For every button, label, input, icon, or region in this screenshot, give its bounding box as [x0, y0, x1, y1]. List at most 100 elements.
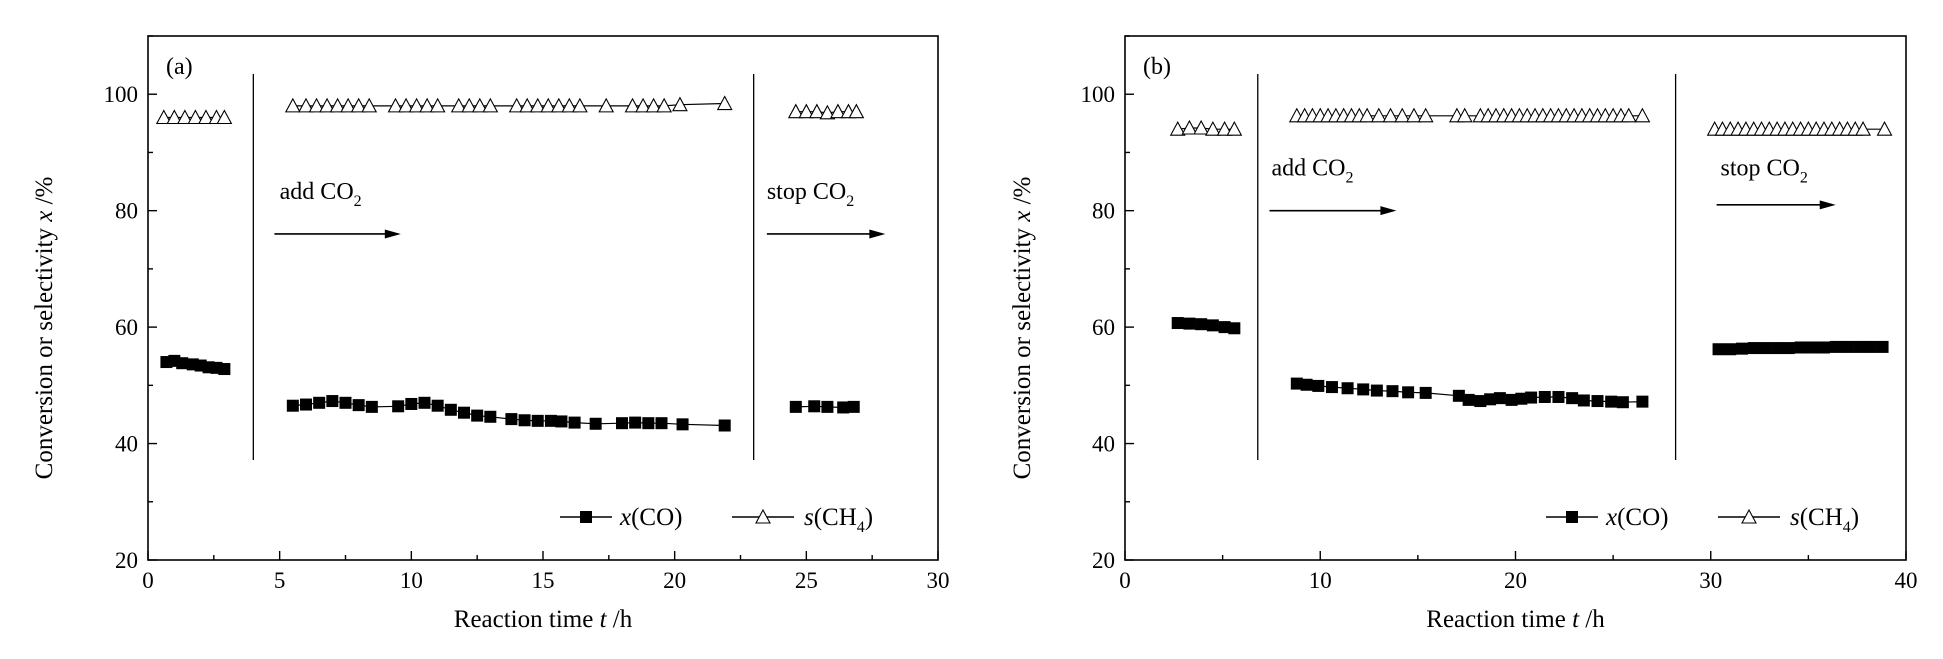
data-point-triangle: [1204, 120, 1221, 136]
data-point-square: [418, 396, 431, 409]
data-point-square: [1474, 395, 1487, 408]
data-point-triangle: [329, 97, 346, 113]
y-tick-label: 20: [1092, 548, 1115, 573]
data-point-square: [1452, 389, 1465, 402]
data-point-square: [1386, 385, 1399, 398]
data-point-square: [629, 416, 642, 429]
data-point-square: [1370, 384, 1383, 397]
x-tick-label: 15: [532, 568, 555, 593]
data-point-triangle: [848, 103, 865, 119]
data-point-triangle: [672, 96, 688, 112]
data-point-triangle: [1406, 107, 1422, 123]
data-point-square: [1605, 395, 1618, 408]
data-point-square: [339, 396, 352, 409]
panel-label: (a): [166, 54, 193, 80]
data-point-square: [1853, 340, 1866, 353]
x-tick-label: 30: [1699, 568, 1722, 593]
data-point-triangle: [519, 97, 536, 113]
data-point-square: [518, 414, 531, 427]
data-point-triangle: [350, 97, 367, 113]
data-point-triangle: [819, 104, 836, 120]
y-tick-label: 40: [1092, 432, 1115, 457]
legend-square-marker: [580, 511, 592, 523]
data-point-triangle: [1394, 107, 1411, 123]
data-point-triangle: [1382, 107, 1399, 123]
data-point-square: [1591, 395, 1604, 408]
data-point-triangle: [308, 97, 325, 113]
data-point-square: [589, 417, 602, 430]
data-point-triangle: [624, 97, 641, 113]
data-point-triangle: [461, 97, 478, 113]
x-tick-label: 40: [1895, 568, 1918, 593]
data-point-square: [1829, 340, 1842, 353]
data-point-square: [1218, 321, 1231, 334]
data-point-triangle: [645, 97, 662, 113]
data-point-triangle: [1359, 107, 1376, 123]
x-tick-label: 5: [274, 568, 286, 593]
data-point-square: [1771, 342, 1784, 355]
legend-square-marker: [1566, 511, 1578, 523]
data-point-triangle: [798, 103, 815, 119]
data-point-square: [655, 417, 668, 430]
data-point-square: [1402, 386, 1415, 399]
data-point-square: [1206, 319, 1219, 332]
data-point-square: [718, 419, 731, 432]
data-point-square: [1566, 392, 1579, 405]
data-point-triangle: [1226, 120, 1243, 136]
annotation-label: stop CO2: [767, 179, 854, 210]
y-tick-label: 100: [1081, 82, 1116, 107]
data-point-square: [392, 400, 405, 413]
data-point-triangle: [450, 97, 467, 113]
data-point-square: [1552, 390, 1565, 403]
data-point-square: [1636, 395, 1649, 408]
data-point-square: [326, 395, 339, 408]
data-point-square: [300, 398, 312, 411]
data-point-triangle: [216, 109, 233, 125]
data-point-triangle: [429, 97, 446, 113]
data-point-square: [847, 400, 860, 413]
data-point-triangle: [361, 97, 378, 113]
y-tick-label: 80: [115, 199, 138, 224]
data-point-square: [1419, 386, 1432, 399]
data-point-triangle: [1216, 120, 1233, 136]
data-point-triangle: [787, 103, 804, 119]
legend-label-xco: x(CO): [619, 504, 683, 531]
y-axis-label: Conversion or selectivity x /%: [31, 177, 58, 480]
annotation-label: stop CO2: [1721, 156, 1808, 187]
data-point-square: [642, 417, 655, 430]
data-point-triangle: [808, 103, 825, 119]
data-point-square: [1493, 392, 1506, 405]
data-point-square: [616, 417, 628, 430]
data-point-square: [1782, 342, 1795, 355]
data-point-square: [1747, 342, 1760, 355]
y-tick-label: 100: [104, 82, 139, 107]
arrow-head: [869, 229, 886, 239]
data-point-triangle: [561, 97, 578, 113]
chart-panel-a: 0 5 10 15 20 25 30 20 40 60 80 100 Reaction time t /…: [31, 35, 950, 633]
data-point-square: [313, 396, 326, 409]
data-point-square: [1505, 393, 1518, 406]
data-point-square: [1806, 341, 1819, 354]
data-point-square: [1577, 394, 1590, 407]
data-point-triangle: [176, 109, 193, 125]
data-point-square: [1484, 393, 1497, 406]
data-point-triangle: [1181, 119, 1198, 135]
chart-panel-b: 0 10 20 30 40 20 40 60 80 100 Reaction time t /h Co…: [1009, 35, 1918, 633]
x-tick-label: 0: [1119, 568, 1131, 593]
data-point-square: [568, 416, 581, 429]
data-point-triangle: [1370, 107, 1387, 123]
x-tick-label: 25: [795, 568, 818, 593]
data-point-square: [352, 399, 365, 412]
data-point-triangle: [155, 109, 172, 125]
arrow-head: [384, 229, 401, 239]
data-point-square: [1841, 340, 1854, 353]
data-point-square: [1312, 379, 1325, 392]
data-point-square: [555, 415, 568, 428]
data-point-square: [458, 406, 470, 419]
data-point-square: [676, 418, 689, 431]
legend-triangle-marker: [755, 508, 771, 524]
data-point-square: [1171, 317, 1184, 330]
x-tick-label: 20: [663, 568, 686, 593]
data-point-triangle: [1876, 120, 1893, 136]
